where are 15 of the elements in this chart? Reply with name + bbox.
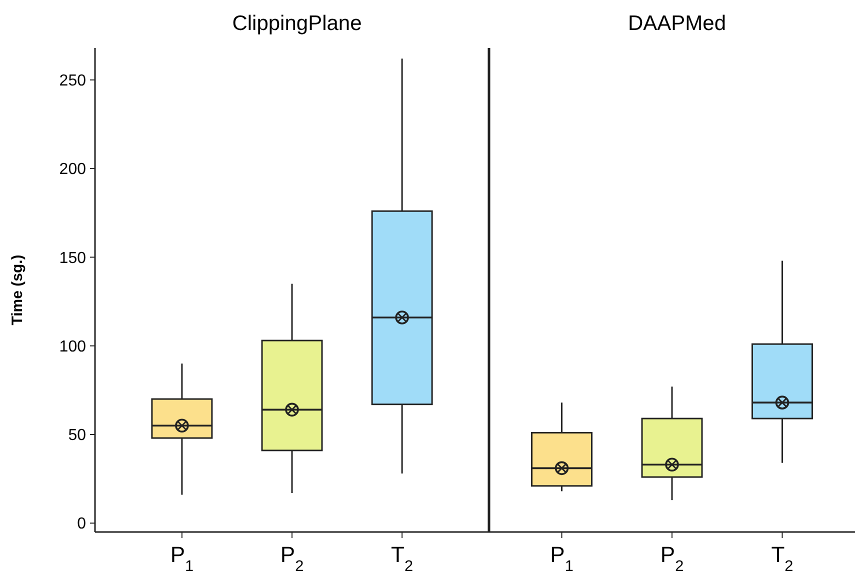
y-tick-label: 0 bbox=[77, 516, 86, 533]
x-tick-label: T$_{2}$ bbox=[391, 542, 414, 574]
x-tick-label: P$_{1}$ bbox=[170, 542, 194, 574]
x-tick-label: P$_{2}$ bbox=[280, 542, 304, 574]
x-tick-label: T$_{2}$ bbox=[771, 542, 794, 574]
y-tick-label: 150 bbox=[59, 250, 86, 267]
y-tick-label: 250 bbox=[59, 72, 86, 90]
y-tick-label: 200 bbox=[59, 161, 86, 178]
x-tick-label: P$_{2}$ bbox=[660, 542, 684, 574]
y-tick-label: 50 bbox=[68, 427, 86, 444]
y-axis-title: Time (sg.) bbox=[9, 254, 26, 326]
y-tick-label: 100 bbox=[59, 338, 86, 356]
x-tick-label: P$_{1}$ bbox=[550, 542, 574, 574]
chart-title: DAAPMed bbox=[628, 12, 726, 35]
chart-title: ClippingPlane bbox=[232, 12, 362, 35]
